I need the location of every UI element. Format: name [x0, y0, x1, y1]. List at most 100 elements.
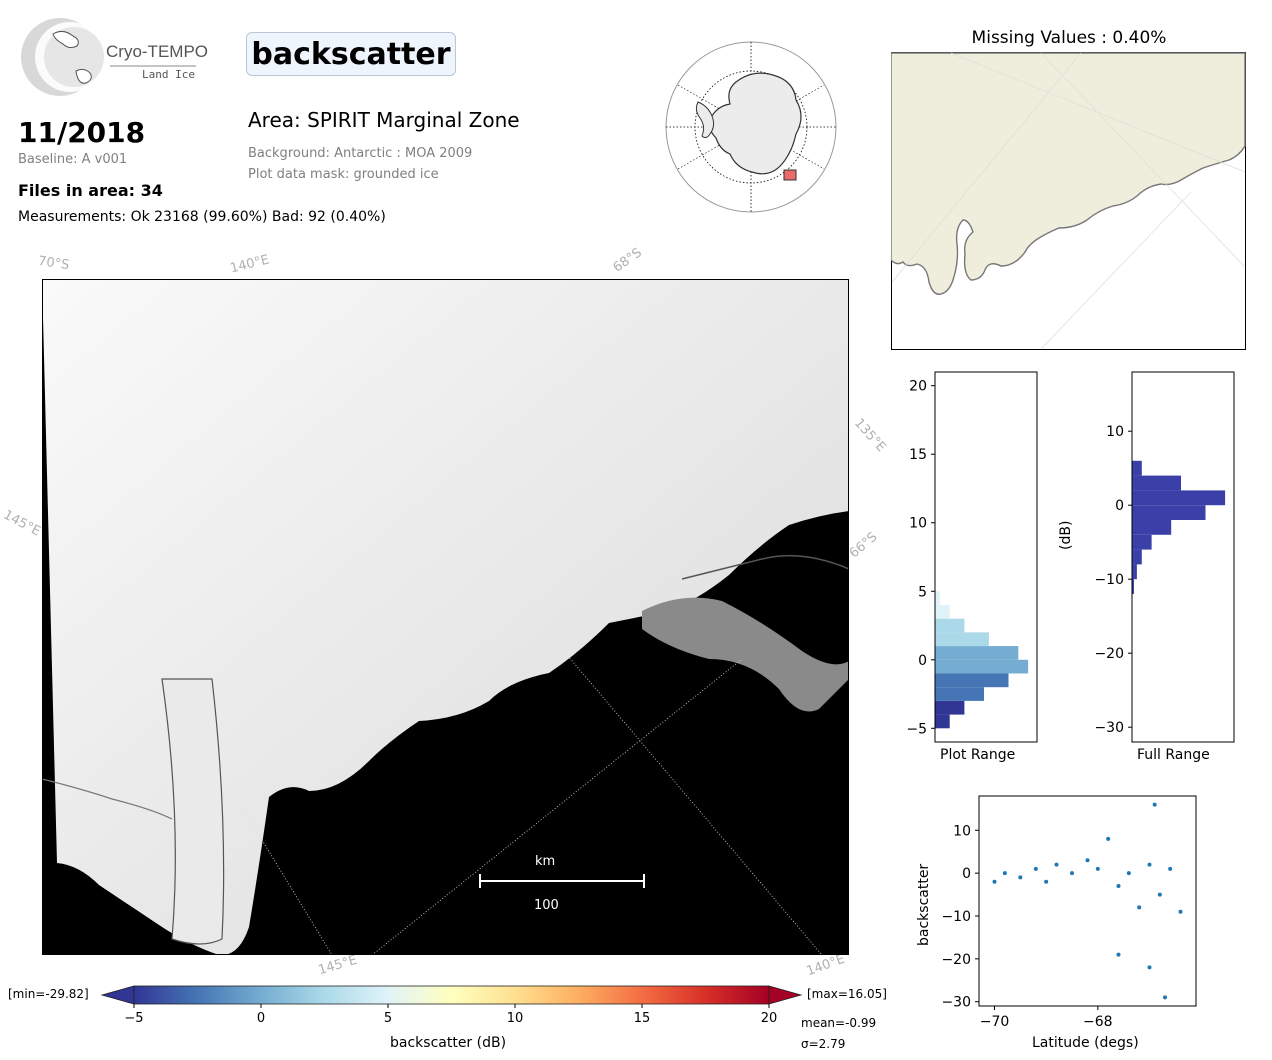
scalebar-unit: km	[535, 854, 556, 869]
scatter-point	[1116, 952, 1121, 957]
missing-values-title: Missing Values : 0.40%	[971, 28, 1167, 48]
scatter-ytick-label: 10	[953, 823, 971, 839]
histogram-bar	[1132, 579, 1134, 594]
histogram-bar	[1132, 520, 1172, 535]
histogram-bar	[1132, 549, 1142, 565]
scatter-point	[1070, 871, 1074, 876]
baseline-label: Baseline: A v001	[18, 152, 128, 167]
hist2-ylabel: (dB)	[1058, 520, 1074, 550]
main-map	[42, 279, 849, 955]
histogram-tick-label: −5	[906, 721, 927, 737]
scatter-point	[1163, 995, 1167, 1000]
histogram-tick-label: 20	[909, 379, 927, 395]
scatter-point	[1116, 884, 1121, 888]
hist2-xlabel: Full Range	[1137, 747, 1210, 763]
histogram-bar	[935, 687, 984, 701]
mask-label: Plot data mask: grounded ice	[248, 167, 439, 182]
histogram-tick-label: 0	[1115, 498, 1124, 514]
histogram-bar	[1132, 564, 1137, 580]
measurements-label: Measurements: Ok 23168 (99.60%) Bad: 92 …	[18, 209, 386, 225]
scatter-point	[1152, 802, 1157, 807]
colorbar-min-label: [min=-29.82]	[8, 987, 89, 1001]
map-grid-label: 140°E	[228, 252, 271, 277]
scatter-point	[1147, 965, 1152, 970]
scatter-point	[1095, 866, 1100, 871]
scatter-ytick-label: −20	[941, 952, 971, 968]
scatter-point	[1168, 866, 1173, 871]
map-grid-label: 140°E	[804, 951, 847, 980]
files-label: Files in area: 34	[18, 181, 163, 200]
histogram-bar	[935, 618, 965, 633]
histogram-tick-label: 10	[1106, 424, 1124, 440]
scalebar-value: 100	[534, 898, 559, 913]
colorbar-tick-label: 20	[761, 1011, 778, 1024]
scatter-point	[992, 879, 997, 884]
colorbar-max-label: [max=16.05]	[807, 987, 887, 1001]
scatter-point	[1106, 836, 1111, 841]
colorbar-tick-label: 15	[634, 1011, 651, 1024]
missing-values-map	[891, 52, 1246, 350]
antarctica-locator-map	[665, 41, 837, 213]
scatter-point	[1157, 892, 1162, 897]
histogram-bar	[935, 659, 1029, 674]
map-grid-label: 68°S	[610, 245, 645, 276]
scatter-ytick-label: 0	[962, 866, 971, 882]
colorbar-mean: mean=-0.99	[801, 1016, 877, 1030]
full-range-histogram: 10 0 −10 −20 −30	[1094, 371, 1235, 743]
histogram-bar	[935, 591, 940, 605]
map-grid-label: 145°E	[0, 507, 43, 540]
histogram-tick-label: 0	[918, 653, 927, 669]
scatter-point	[1018, 875, 1023, 880]
histogram-bar	[935, 632, 989, 647]
scatter-point	[1126, 871, 1131, 876]
histogram-tick-label: −10	[1094, 572, 1124, 588]
map-grid-label: 145°E	[316, 952, 359, 979]
scatter-frame	[978, 795, 1197, 1007]
scatter-point	[1147, 862, 1152, 867]
colorbar-tick-label: 10	[507, 1011, 524, 1024]
map-grid-label: 66°S	[846, 529, 881, 562]
hist1-xlabel: Plot Range	[940, 747, 1016, 763]
scatter-point	[1002, 871, 1007, 876]
histogram-bar	[935, 700, 965, 715]
map-grid-label: 135°E	[850, 415, 889, 456]
scatter-point	[1137, 905, 1142, 910]
histogram-bar	[1132, 490, 1226, 506]
scalebar	[479, 874, 645, 888]
scatter-ylabel: backscatter	[916, 863, 932, 946]
histogram-bar	[1132, 475, 1181, 491]
histogram-tick-label: −20	[1094, 646, 1124, 662]
background-label: Background: Antarctic : MOA 2009	[248, 146, 473, 161]
histogram-bar	[935, 714, 950, 729]
histogram-tick-label: 15	[909, 447, 927, 463]
logo: Cryo-TEMPO Land Ice	[18, 16, 208, 98]
scatter-xtick-label: −70	[980, 1014, 1010, 1026]
scatter-xlabel: Latitude (degs)	[1032, 1035, 1139, 1051]
map-grid-label: 70°S	[37, 253, 71, 274]
scatter-ytick-label: −10	[941, 909, 971, 925]
colorbar-tick-label: 0	[257, 1011, 265, 1024]
scatter-point	[1085, 858, 1090, 863]
colorbar: −5 0 5 10 15 20	[100, 985, 803, 1024]
scatter-point	[1054, 862, 1059, 867]
colorbar-label: backscatter (dB)	[390, 1035, 507, 1051]
histogram-bar	[1132, 534, 1152, 550]
colorbar-sigma: σ=2.79	[801, 1037, 846, 1051]
histogram-bar	[935, 673, 1009, 688]
scatter-point	[1044, 879, 1049, 884]
histogram-frame	[934, 371, 1038, 743]
parameter-title: backscatter	[246, 32, 456, 76]
logo-globe-icon	[21, 18, 196, 96]
scatter-point	[1178, 909, 1183, 914]
colorbar-tick-label: −5	[124, 1011, 143, 1024]
histogram-tick-label: 5	[918, 584, 927, 600]
area-label: Area: SPIRIT Marginal Zone	[248, 108, 520, 132]
latitude-scatter-plot: 10 0 −10 −20 −30 −70 −68	[941, 795, 1197, 1026]
logo-name: Cryo-TEMPO	[106, 42, 208, 61]
histogram-tick-label: 10	[909, 516, 927, 532]
histogram-frame	[1131, 371, 1235, 743]
plot-range-histogram: 20 15 10 5 0 −5	[906, 371, 1038, 743]
scatter-point	[1033, 866, 1038, 871]
histogram-bar	[1132, 505, 1206, 520]
histogram-bar	[935, 604, 950, 619]
